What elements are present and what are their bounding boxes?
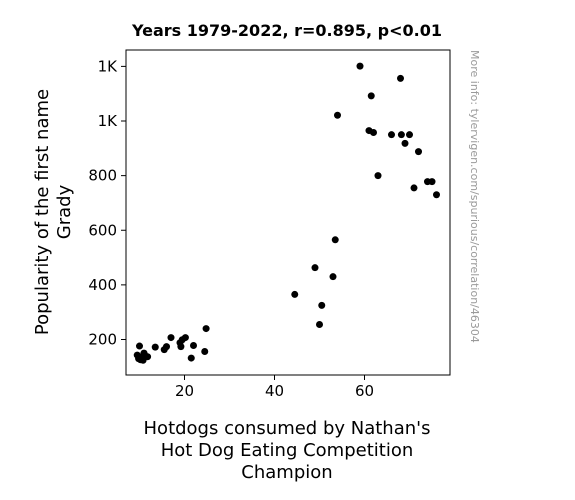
y-axis-ticks: 200 400 600 800 1K 1K — [88, 57, 126, 348]
data-point — [163, 343, 170, 351]
data-point — [397, 74, 404, 82]
y-tick-label: 200 — [88, 330, 117, 348]
y-tick-label: 600 — [88, 221, 117, 239]
data-point — [181, 334, 189, 342]
data-point — [433, 191, 440, 199]
data-point — [136, 342, 143, 350]
data-point — [356, 62, 364, 70]
data-point — [374, 172, 382, 180]
data-point — [190, 342, 197, 350]
data-point — [331, 236, 339, 244]
x-axis-label-line-2: Hot Dog Eating Competition — [161, 440, 414, 461]
y-axis-label: Popularity of the first name Grady — [32, 89, 75, 335]
plot-frame — [125, 49, 451, 376]
data-point — [406, 131, 413, 139]
data-point — [167, 334, 175, 342]
data-point — [415, 148, 422, 156]
data-point — [410, 184, 418, 192]
data-point — [177, 343, 185, 351]
data-point — [316, 320, 323, 328]
plot-area: 20 40 60 200 400 600 800 1K 1K — [88, 49, 451, 400]
data-point — [397, 131, 405, 139]
x-axis-label: Hotdogs consumed by Nathan's Hot Dog Eat… — [144, 418, 431, 483]
data-point — [334, 111, 341, 119]
y-tick-label: 1K — [98, 57, 119, 75]
x-axis-ticks: 20 40 60 — [175, 375, 374, 400]
data-point — [311, 264, 319, 272]
x-axis-label-line-1: Hotdogs consumed by Nathan's — [144, 418, 431, 439]
data-point — [370, 128, 377, 136]
x-tick-label: 20 — [175, 382, 194, 400]
data-point — [144, 353, 152, 361]
y-tick-label: 800 — [88, 167, 117, 185]
data-point — [428, 178, 436, 186]
data-point — [329, 273, 337, 281]
data-point — [318, 301, 326, 309]
x-tick-label: 60 — [355, 382, 374, 400]
chart-title: Years 1979-2022, r=0.895, p<0.01 — [131, 21, 442, 40]
x-axis-label-line-3: Champion — [241, 462, 332, 483]
data-point — [187, 354, 195, 362]
y-axis-label-line-1: Popularity of the first name — [32, 89, 53, 335]
y-axis-label-line-2: Grady — [54, 184, 75, 239]
data-point — [367, 92, 375, 100]
data-point — [151, 343, 159, 351]
y-tick-label: 1K — [98, 112, 119, 130]
data-point — [202, 325, 210, 333]
source-note: More info: tylervigen.com/spurious/corre… — [468, 50, 481, 343]
x-tick-label: 40 — [265, 382, 284, 400]
y-tick-label: 400 — [88, 276, 117, 294]
data-point — [401, 139, 409, 147]
data-point — [291, 290, 299, 298]
data-point — [201, 348, 209, 356]
data-point — [388, 131, 395, 139]
data-points — [133, 62, 440, 364]
